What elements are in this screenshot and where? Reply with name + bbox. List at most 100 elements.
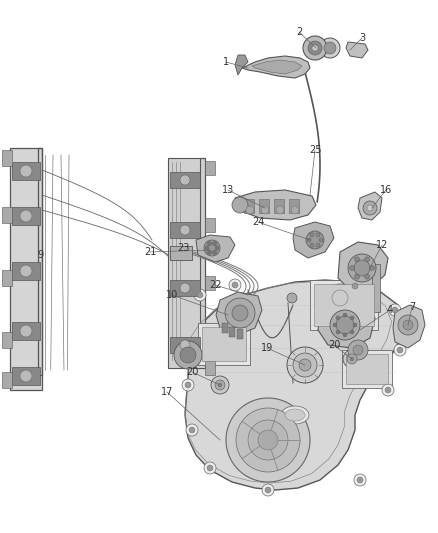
Polygon shape [235, 55, 248, 75]
Circle shape [180, 340, 190, 350]
Circle shape [397, 347, 403, 353]
Circle shape [174, 341, 202, 369]
Circle shape [354, 474, 366, 486]
Circle shape [343, 313, 347, 317]
Circle shape [225, 298, 255, 328]
Circle shape [363, 201, 377, 215]
Circle shape [319, 238, 323, 242]
Circle shape [336, 316, 340, 320]
Bar [12, 162, 40, 180]
Circle shape [261, 206, 269, 214]
Circle shape [354, 260, 370, 276]
Circle shape [189, 427, 195, 433]
Circle shape [385, 387, 391, 393]
Circle shape [324, 42, 336, 54]
Circle shape [215, 380, 225, 390]
Circle shape [310, 233, 314, 237]
Circle shape [316, 243, 320, 247]
Bar [205, 335, 215, 349]
Bar [310, 280, 378, 330]
Polygon shape [10, 148, 42, 390]
Ellipse shape [281, 406, 309, 424]
Circle shape [389, 304, 401, 316]
Circle shape [20, 370, 32, 382]
Circle shape [20, 210, 32, 222]
Bar [2, 372, 12, 388]
Text: 3: 3 [359, 33, 365, 43]
Circle shape [354, 274, 360, 279]
Polygon shape [293, 222, 334, 258]
Circle shape [299, 359, 311, 371]
Circle shape [330, 310, 360, 340]
Ellipse shape [285, 409, 305, 421]
Bar [202, 327, 246, 361]
Circle shape [291, 206, 299, 214]
Circle shape [197, 292, 203, 298]
Circle shape [343, 333, 347, 337]
Circle shape [350, 330, 354, 334]
Circle shape [262, 484, 274, 496]
Bar [346, 354, 388, 384]
Bar [314, 284, 374, 326]
Text: 23: 23 [177, 243, 189, 253]
Circle shape [316, 233, 320, 237]
Circle shape [265, 487, 271, 493]
Circle shape [353, 345, 363, 355]
Text: 1: 1 [223, 57, 229, 67]
Circle shape [343, 350, 361, 368]
Circle shape [303, 36, 327, 60]
Bar [229, 327, 235, 337]
Bar [205, 218, 215, 232]
Text: 10: 10 [166, 290, 178, 300]
Circle shape [207, 465, 213, 471]
Circle shape [349, 280, 361, 292]
Circle shape [382, 384, 394, 396]
Polygon shape [185, 280, 405, 490]
Text: 20: 20 [186, 367, 198, 377]
Circle shape [370, 265, 374, 271]
Bar [259, 199, 269, 213]
Circle shape [180, 347, 196, 363]
Text: 25: 25 [309, 145, 321, 155]
Bar [222, 323, 228, 333]
Polygon shape [393, 305, 425, 348]
Circle shape [211, 376, 229, 394]
Circle shape [232, 305, 248, 321]
Circle shape [248, 420, 288, 460]
Bar [2, 150, 12, 166]
Circle shape [208, 251, 212, 254]
Bar [170, 280, 200, 296]
Circle shape [306, 231, 324, 249]
Bar [274, 199, 284, 213]
Circle shape [364, 257, 370, 262]
Bar [205, 361, 215, 375]
Circle shape [232, 197, 248, 213]
Circle shape [186, 424, 198, 436]
Circle shape [287, 293, 297, 303]
Bar [170, 222, 200, 238]
Bar [12, 367, 40, 385]
Bar [342, 350, 392, 388]
Circle shape [398, 315, 418, 335]
Text: 24: 24 [252, 217, 264, 227]
Circle shape [394, 344, 406, 356]
Circle shape [182, 379, 194, 391]
Circle shape [348, 340, 368, 360]
Text: 13: 13 [222, 185, 234, 195]
Circle shape [352, 283, 358, 289]
Bar [2, 270, 12, 286]
Polygon shape [242, 56, 310, 78]
Circle shape [320, 38, 340, 58]
Text: 22: 22 [209, 280, 221, 290]
Bar [244, 199, 254, 213]
Circle shape [326, 284, 354, 312]
Circle shape [310, 243, 314, 247]
Bar [12, 207, 40, 225]
Circle shape [232, 282, 238, 288]
Circle shape [20, 325, 32, 337]
Polygon shape [235, 190, 316, 220]
Text: 19: 19 [261, 343, 273, 353]
Bar [170, 172, 200, 188]
Circle shape [350, 316, 354, 320]
Text: 21: 21 [144, 247, 156, 257]
